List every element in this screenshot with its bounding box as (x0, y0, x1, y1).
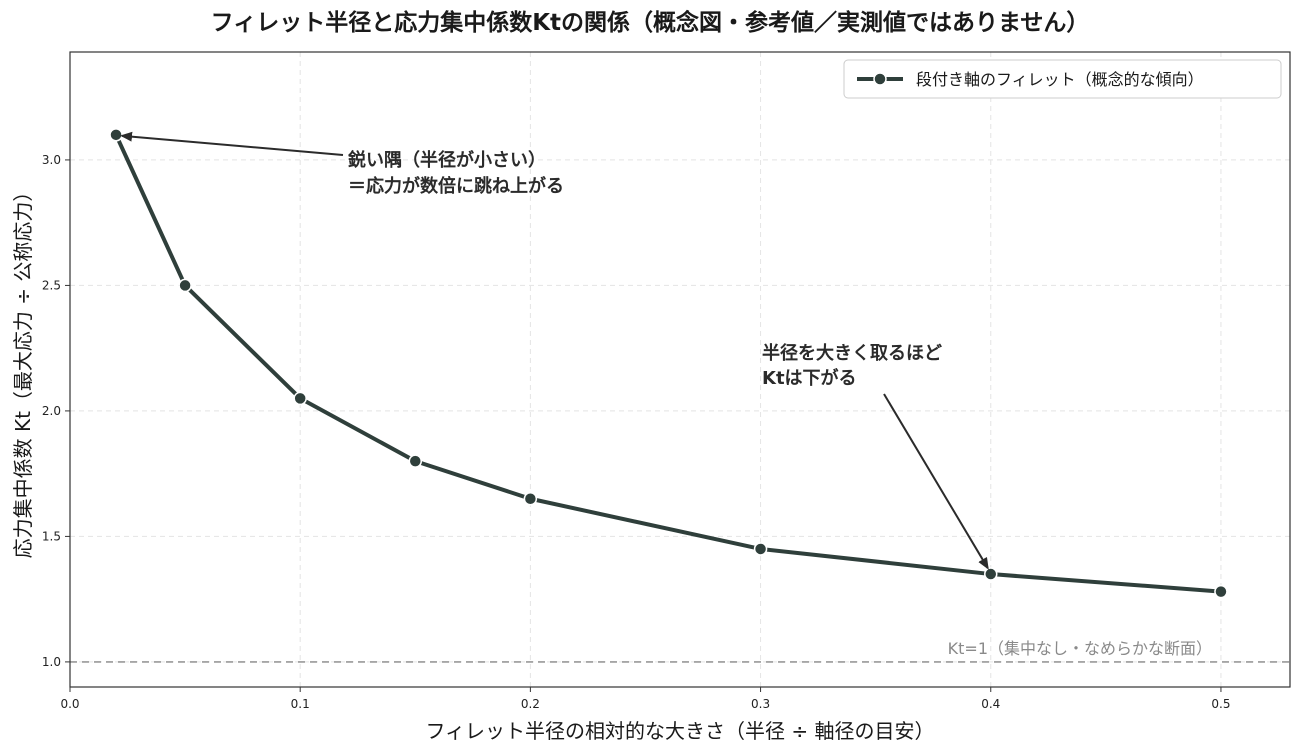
data-point (178, 278, 192, 293)
y-axis: 1.0 1.5 2.0 2.5 3.0 (42, 153, 70, 669)
legend-marker-swatch (873, 72, 887, 86)
data-point (523, 492, 538, 506)
annotation-sharp-corner-line-1: 鋭い隅（半径が小さい） (348, 149, 546, 171)
x-tick-label: 0.4 (981, 697, 1000, 711)
y-tick-label: 3.0 (42, 153, 61, 167)
legend: 段付き軸のフィレット（概念的な傾向） (843, 59, 1282, 99)
x-tick-label: 0.5 (1211, 697, 1230, 711)
series-points (109, 128, 1228, 599)
data-point (753, 542, 768, 556)
y-tick-label: 2.5 (42, 278, 61, 292)
annotation-arrow-large-radius (883, 393, 989, 570)
data-point (293, 391, 307, 406)
series-line (114, 133, 1222, 594)
data-point (408, 454, 423, 468)
x-axis: 0.0 0.1 0.2 0.3 0.4 0.5 (60, 687, 1230, 711)
x-axis-label: フィレット半径の相対的な大きさ（半径 ÷ 軸径の目安） (425, 719, 934, 743)
annotation-large-radius-line-1: 半径を大きく取るほど (762, 342, 942, 364)
y-tick-label: 1.5 (42, 529, 61, 543)
plot-frame (69, 51, 1291, 688)
x-tick-label: 0.1 (291, 697, 310, 711)
legend-label: 段付き軸のフィレット（概念的な傾向） (916, 70, 1204, 89)
chart-title: フィレット半径と応力集中係数Ktの関係（概念図・参考値／実測値ではありません） (211, 9, 1090, 36)
annotation-sharp-corner-line-2: ＝応力が数倍に跳ね上がる (348, 175, 564, 197)
x-tick-label: 0.0 (60, 697, 79, 711)
data-point (1214, 584, 1228, 599)
reference-line-label: Kt=1（集中なし・なめらかな断面） (948, 639, 1212, 658)
data-point (109, 128, 123, 142)
y-tick-label: 2.0 (42, 404, 61, 418)
annotation-arrow-sharp-corner (120, 131, 344, 156)
legend-box (843, 59, 1282, 99)
annotation-large-radius-line-2: Ktは下がる (762, 367, 857, 389)
x-tick-label: 0.3 (751, 697, 770, 711)
x-tick-label: 0.2 (521, 697, 540, 711)
y-axis-label: 応力集中係数 Kt（最大応力 ÷ 公称応力） (11, 182, 35, 559)
y-tick-label: 1.0 (42, 655, 61, 669)
data-point (984, 567, 998, 581)
